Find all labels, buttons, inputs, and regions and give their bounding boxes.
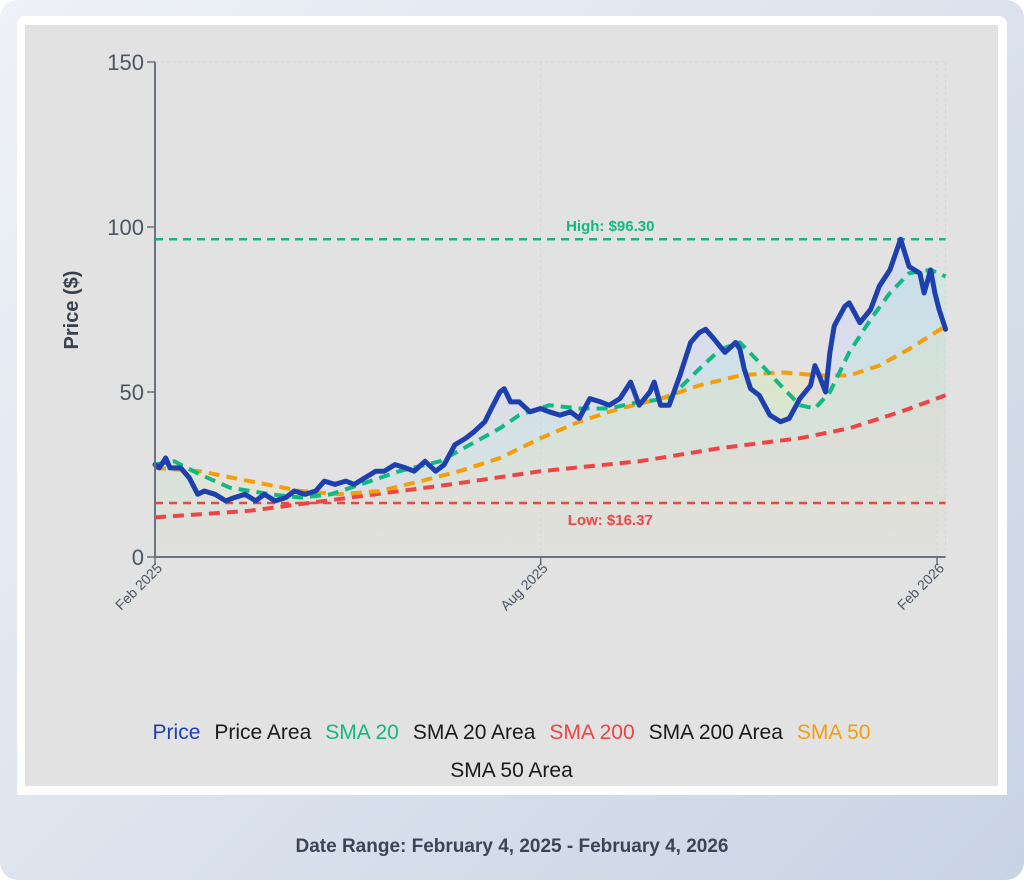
series-lines (152, 236, 949, 520)
legend-item-sma-50-area[interactable]: SMA 50 Area (450, 759, 573, 782)
sma-200-line (154, 393, 947, 520)
price-area (155, 239, 946, 557)
y-tick-label: 0 (132, 545, 144, 570)
x-tick-label: Feb 2026 (894, 560, 947, 613)
legend-item-price-area[interactable]: Price Area (214, 721, 312, 744)
legend-item-sma-50[interactable]: SMA 50 (796, 721, 871, 744)
y-tick-label: 100 (107, 215, 144, 240)
high-label: High: $96.30 (566, 218, 654, 235)
legend-item-price[interactable]: Price (152, 721, 201, 744)
y-axis-label: Price ($) (61, 271, 83, 350)
y-tick-label: 150 (107, 50, 144, 75)
legend-item-sma-200[interactable]: SMA 200 (549, 721, 635, 744)
legend-item-sma-20-area[interactable]: SMA 20 Area (412, 721, 536, 744)
sma-20-line (154, 267, 947, 500)
reference-lines: High: $96.30 Low: $16.37 (155, 218, 946, 529)
y-tick-label: 50 (120, 380, 144, 405)
x-tick-label: Aug 2025 (497, 560, 551, 614)
legend-item-sma-20[interactable]: SMA 20 (325, 721, 399, 744)
legend: Price Price Area SMA 20 SMA 20 Area SMA 200 S… (25, 714, 998, 790)
date-range-footer: Date Range: February 4, 2025 - February … (295, 836, 729, 857)
price-line (152, 236, 949, 504)
legend-item-sma-200-area[interactable]: SMA 200 Area (648, 721, 783, 744)
low-label: Low: $16.37 (568, 512, 653, 529)
